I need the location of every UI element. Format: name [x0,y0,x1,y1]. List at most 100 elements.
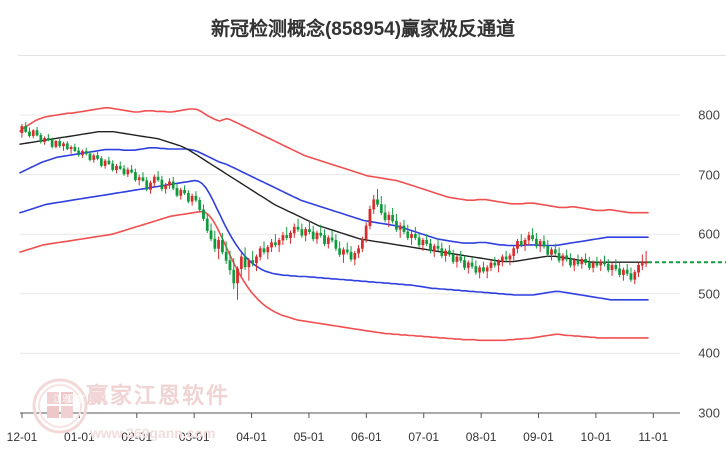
candle-body [451,254,455,262]
candle-body [538,241,542,247]
candle-body [281,235,285,241]
candle-body [591,262,595,268]
candle-body [463,260,466,268]
watermark-logo-icon: 江恩 赢家 [32,378,88,434]
candle-body [576,260,580,265]
x-axis-tick-label: 09-01 [523,430,554,444]
candle-body [266,247,270,253]
candle-body [614,264,618,269]
candle-body [190,195,194,202]
candle-body [175,188,179,196]
candle-body [296,226,300,230]
candle-body [323,235,326,244]
watermark-brand: 赢家江恩软件 [86,383,231,408]
series-line [19,131,649,263]
watermark-logo-top: 江恩 [53,394,71,404]
x-axis-tick-label: 06-01 [350,430,382,444]
candle-body [232,269,236,284]
candle-body [326,237,330,244]
candle-body [236,268,239,284]
candle-body [251,260,255,264]
candle-body [622,269,625,275]
candle-body [436,245,440,249]
x-axis-tick-label: 02-01 [121,430,153,444]
candle-body [289,232,292,238]
candle-body [54,141,58,147]
candle-body [561,255,565,261]
candle-body [489,262,493,268]
candle-body [353,253,357,260]
y-axis-tick-label: 700 [698,167,720,183]
candle-body [262,248,266,253]
candle-body [35,130,39,136]
candle-body [580,259,584,265]
candle-body [77,150,81,156]
candle-body [221,239,224,253]
candle-body [270,242,273,248]
candle-body [258,248,262,258]
x-axis-tick-label: 11-01 [638,430,669,444]
y-axis-tick-label: 500 [698,286,720,302]
candle-body [58,141,62,147]
candle-body [186,192,190,202]
series-line [19,179,649,301]
candle-body [164,185,168,190]
candle-body [379,204,383,213]
candle-body [625,269,629,274]
candle-body [239,256,243,269]
candle-body [512,248,516,256]
candle-body [213,238,217,249]
candle-body [633,272,637,280]
candle-body [637,264,640,273]
candle-body [478,267,482,273]
candle-body [152,176,156,184]
candle-body [285,235,289,238]
candle-body [315,232,319,240]
candle-body [599,261,603,266]
candle-body [183,189,186,194]
candle-body [217,239,220,249]
candle-body [126,169,130,175]
candle-body [349,251,353,260]
x-axis-tick-label: 01-01 [64,430,95,444]
candle-body [357,248,360,254]
candle-body [444,250,447,256]
x-axis-tick-label: 08-01 [465,430,497,444]
candle-body [69,146,73,150]
candle-body [523,239,527,246]
candle-body [640,262,644,266]
candle-body [482,267,485,272]
candle-body [508,255,512,260]
candle-body [497,261,500,266]
watermark-url: www.360gann.com [90,425,216,441]
x-axis-tick-label: 05-01 [293,430,325,444]
candle-body [96,155,99,159]
candle-body [629,273,633,280]
candle-body [122,168,126,175]
x-axis-tick-label: 12-01 [6,430,38,444]
y-axis-tick-label: 300 [698,405,720,421]
candle-body [535,238,538,247]
x-axis-tick-label: 10-01 [580,430,612,444]
candle-body [224,251,228,261]
candle-body [474,266,478,273]
candle-body [47,138,50,141]
x-axis-tick-label: 07-01 [408,430,440,444]
candle-body [391,214,395,222]
candle-body [103,160,107,166]
candle-body [455,256,459,262]
candle-body [168,181,171,186]
candle-body [205,218,209,231]
candle-body [130,169,133,173]
y-axis-tick-label: 400 [698,345,720,361]
candle-body [330,237,334,241]
page-title: 新冠检测概念(858954)赢家极反通道 [210,19,516,40]
candle-body [342,249,345,255]
candle-body [81,151,84,156]
candle-body [118,166,122,169]
candle-body [99,158,103,166]
candle-body [43,138,46,143]
candle-body [39,135,43,143]
candle-body [417,237,421,246]
candle-body [383,212,387,221]
